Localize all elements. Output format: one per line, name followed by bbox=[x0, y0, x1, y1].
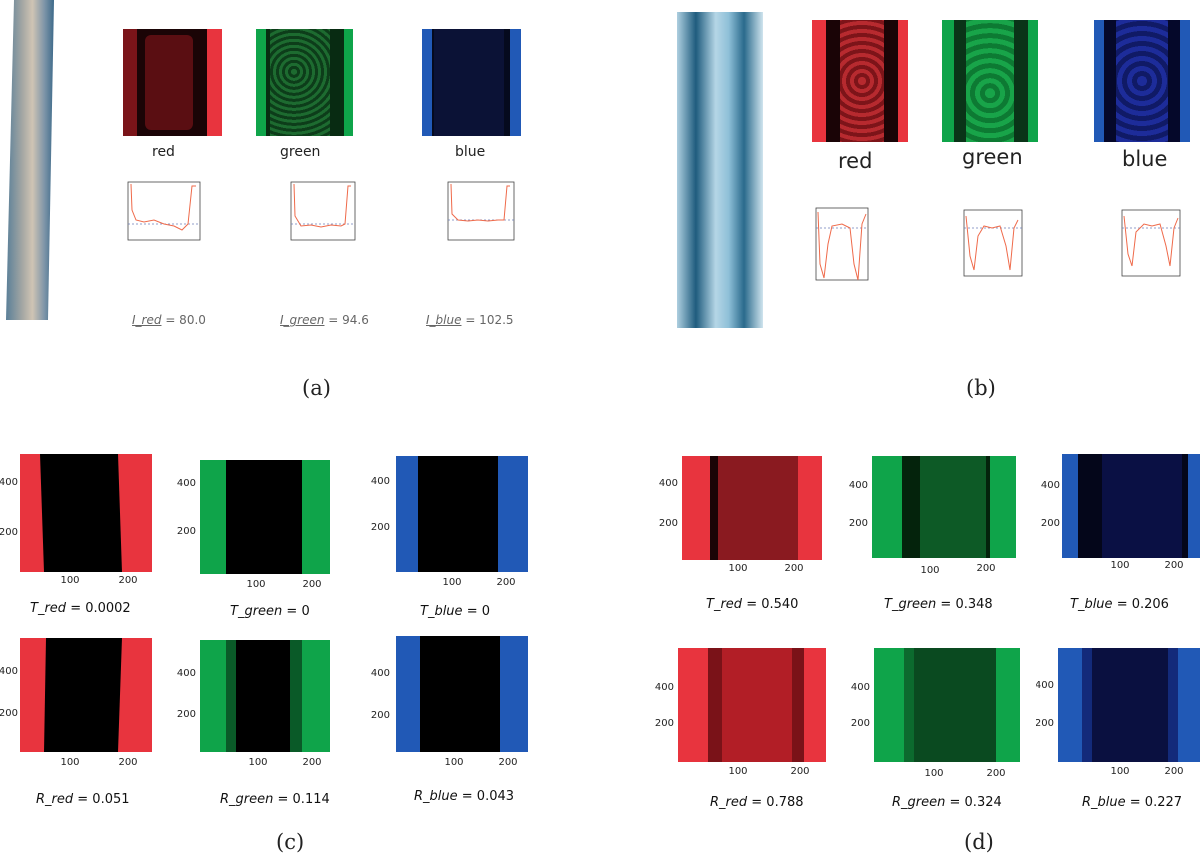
caption-r-green-d: R_green = 0.324 bbox=[892, 795, 1002, 810]
y-tick-400: 400 bbox=[849, 480, 868, 491]
caption-r-blue-d: R_blue = 0.227 bbox=[1082, 795, 1183, 810]
x-tick-100: 100 bbox=[442, 577, 461, 588]
y-tick-200: 200 bbox=[851, 718, 870, 729]
y-tick-400: 400 bbox=[371, 668, 390, 679]
caption-r-red-d: R_red = 0.788 bbox=[710, 795, 804, 810]
caption-t-red-d: T_red = 0.540 bbox=[706, 597, 799, 612]
y-tick-200: 200 bbox=[0, 527, 18, 538]
y-tick-400: 400 bbox=[1036, 680, 1054, 691]
caption-r-red-c: R_red = 0.051 bbox=[36, 792, 130, 807]
green-label-b: green bbox=[962, 145, 1023, 169]
y-tick-200: 200 bbox=[177, 709, 196, 720]
x-tick-200: 200 bbox=[986, 768, 1005, 779]
green-channel-image-b bbox=[942, 20, 1038, 142]
x-tick-100: 100 bbox=[60, 757, 79, 768]
x-tick-100: 100 bbox=[728, 563, 747, 574]
y-tick-400: 400 bbox=[371, 476, 390, 487]
caption-t-red-c: T_red = 0.0002 bbox=[30, 601, 131, 616]
reflection-green-plot-c: 400 200 100 200 bbox=[177, 640, 330, 768]
x-tick-200: 200 bbox=[118, 575, 137, 586]
green-intensity-profile-b bbox=[963, 209, 1023, 277]
y-tick-200: 200 bbox=[1036, 718, 1054, 729]
x-tick-200: 200 bbox=[1164, 560, 1183, 571]
red-channel-image-b bbox=[812, 20, 908, 142]
y-tick-400: 400 bbox=[1041, 480, 1060, 491]
reflection-blue-plot-c: 400 200 100 200 bbox=[371, 636, 528, 768]
x-tick-200: 200 bbox=[790, 766, 809, 777]
caption-r-green-c: R_green = 0.114 bbox=[220, 792, 330, 807]
x-tick-100: 100 bbox=[246, 579, 265, 590]
x-tick-200: 200 bbox=[302, 579, 321, 590]
reflection-blue-plot-d: 400 200 100 200 bbox=[1036, 648, 1200, 777]
y-tick-200: 200 bbox=[655, 718, 674, 729]
y-tick-200: 200 bbox=[659, 518, 678, 529]
caption-r-blue-c: R_blue = 0.043 bbox=[414, 789, 515, 804]
x-tick-100: 100 bbox=[1110, 766, 1129, 777]
y-tick-200: 200 bbox=[371, 710, 390, 721]
fiber-image-a bbox=[6, 0, 54, 320]
blue-channel-image-a bbox=[422, 29, 521, 136]
y-tick-200: 200 bbox=[371, 522, 390, 533]
transmission-green-plot-c: 400 200 100 200 bbox=[177, 460, 330, 590]
y-tick-200: 200 bbox=[1041, 518, 1060, 529]
x-tick-100: 100 bbox=[444, 757, 463, 768]
transmission-red-plot-c: 400 200 100 200 bbox=[0, 454, 152, 586]
caption-t-green-d: T_green = 0.348 bbox=[884, 597, 993, 612]
green-channel-image-a bbox=[256, 29, 353, 136]
y-tick-400: 400 bbox=[0, 666, 18, 677]
y-tick-400: 400 bbox=[659, 478, 678, 489]
y-tick-400: 400 bbox=[0, 477, 18, 488]
measure-green-a: I_green = 94.6 bbox=[280, 313, 369, 327]
panel-label-a: (a) bbox=[302, 376, 331, 400]
blue-intensity-profile-a bbox=[447, 181, 515, 241]
transmission-blue-plot-c: 400 200 100 200 bbox=[371, 456, 528, 588]
x-tick-200: 200 bbox=[118, 757, 137, 768]
caption-t-green-c: T_green = 0 bbox=[230, 604, 310, 619]
x-tick-200: 200 bbox=[976, 563, 995, 574]
transmission-red-plot-d: 400 200 100 200 bbox=[659, 456, 822, 574]
fiber-image-b bbox=[677, 12, 763, 328]
reflection-red-plot-c: 400 200 100 200 bbox=[0, 638, 152, 768]
x-tick-100: 100 bbox=[60, 575, 79, 586]
x-tick-200: 200 bbox=[1164, 766, 1183, 777]
y-tick-200: 200 bbox=[177, 526, 196, 537]
green-intensity-profile-a bbox=[290, 181, 356, 241]
red-channel-image-a bbox=[123, 29, 222, 136]
red-label-b: red bbox=[838, 149, 873, 173]
x-tick-200: 200 bbox=[784, 563, 803, 574]
y-tick-200: 200 bbox=[0, 708, 18, 719]
caption-t-blue-c: T_blue = 0 bbox=[420, 604, 490, 619]
x-tick-100: 100 bbox=[924, 768, 943, 779]
green-label-a: green bbox=[280, 144, 321, 160]
x-tick-100: 100 bbox=[248, 757, 267, 768]
y-tick-400: 400 bbox=[655, 682, 674, 693]
panel-label-b: (b) bbox=[966, 376, 996, 400]
red-intensity-profile-a bbox=[127, 181, 201, 241]
panel-label-d: (d) bbox=[964, 830, 994, 854]
measure-red-a: I_red = 80.0 bbox=[132, 313, 206, 327]
x-tick-200: 200 bbox=[498, 757, 517, 768]
red-label-a: red bbox=[152, 144, 175, 160]
blue-intensity-profile-b bbox=[1121, 209, 1181, 277]
blue-label-a: blue bbox=[455, 144, 486, 160]
x-tick-200: 200 bbox=[302, 757, 321, 768]
red-intensity-profile-b bbox=[815, 207, 869, 281]
x-tick-100: 100 bbox=[728, 766, 747, 777]
x-tick-200: 200 bbox=[496, 577, 515, 588]
transmission-blue-plot-d: 400 200 100 200 bbox=[1041, 454, 1200, 571]
panel-label-c: (c) bbox=[276, 830, 305, 854]
y-tick-400: 400 bbox=[851, 682, 870, 693]
blue-label-b: blue bbox=[1122, 147, 1168, 171]
y-tick-200: 200 bbox=[849, 518, 868, 529]
reflection-red-plot-d: 400 200 100 200 bbox=[655, 648, 826, 777]
x-tick-100: 100 bbox=[1110, 560, 1129, 571]
measure-blue-a: I_blue = 102.5 bbox=[426, 313, 514, 327]
blue-channel-image-b bbox=[1094, 20, 1190, 142]
x-tick-100: 100 bbox=[920, 565, 939, 576]
y-tick-400: 400 bbox=[177, 668, 196, 679]
caption-t-blue-d: T_blue = 0.206 bbox=[1070, 597, 1169, 612]
reflection-green-plot-d: 400 200 100 200 bbox=[851, 648, 1020, 779]
transmission-green-plot-d: 400 200 100 200 bbox=[849, 456, 1016, 576]
y-tick-400: 400 bbox=[177, 478, 196, 489]
